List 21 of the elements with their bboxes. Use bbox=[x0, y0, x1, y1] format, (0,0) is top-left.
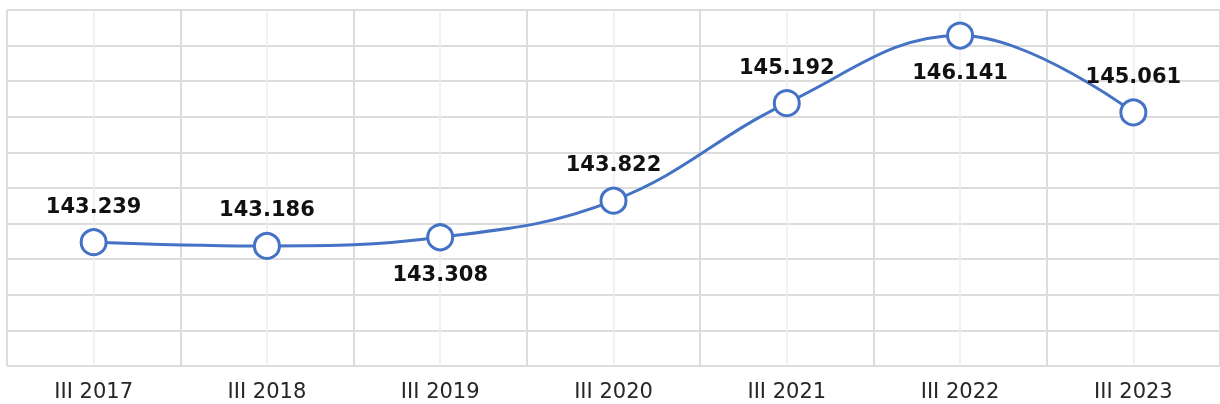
x-tick-label: III 2020 bbox=[574, 378, 653, 403]
x-tick-label: III 2017 bbox=[54, 378, 133, 403]
x-tick-label: III 2019 bbox=[400, 378, 480, 403]
x-tick-label: III 2022 bbox=[920, 378, 1000, 403]
data-label: 143.822 bbox=[565, 152, 662, 177]
data-label: 143.308 bbox=[392, 261, 489, 286]
data-label: 143.186 bbox=[219, 197, 315, 222]
data-label: 143.239 bbox=[45, 193, 142, 218]
point bbox=[79, 228, 108, 257]
x-tick-label: III 2018 bbox=[227, 378, 307, 403]
data-label: 145.192 bbox=[738, 54, 835, 79]
point bbox=[946, 21, 975, 50]
x-tick-label: III 2023 bbox=[1094, 378, 1173, 403]
data-label: 145.061 bbox=[1085, 63, 1182, 88]
point bbox=[772, 89, 801, 118]
x-tick-label: III 2021 bbox=[747, 378, 827, 403]
point bbox=[252, 231, 281, 260]
data-label: 146.141 bbox=[912, 60, 1008, 85]
point bbox=[599, 186, 628, 215]
point bbox=[426, 223, 455, 252]
point bbox=[1119, 98, 1148, 127]
